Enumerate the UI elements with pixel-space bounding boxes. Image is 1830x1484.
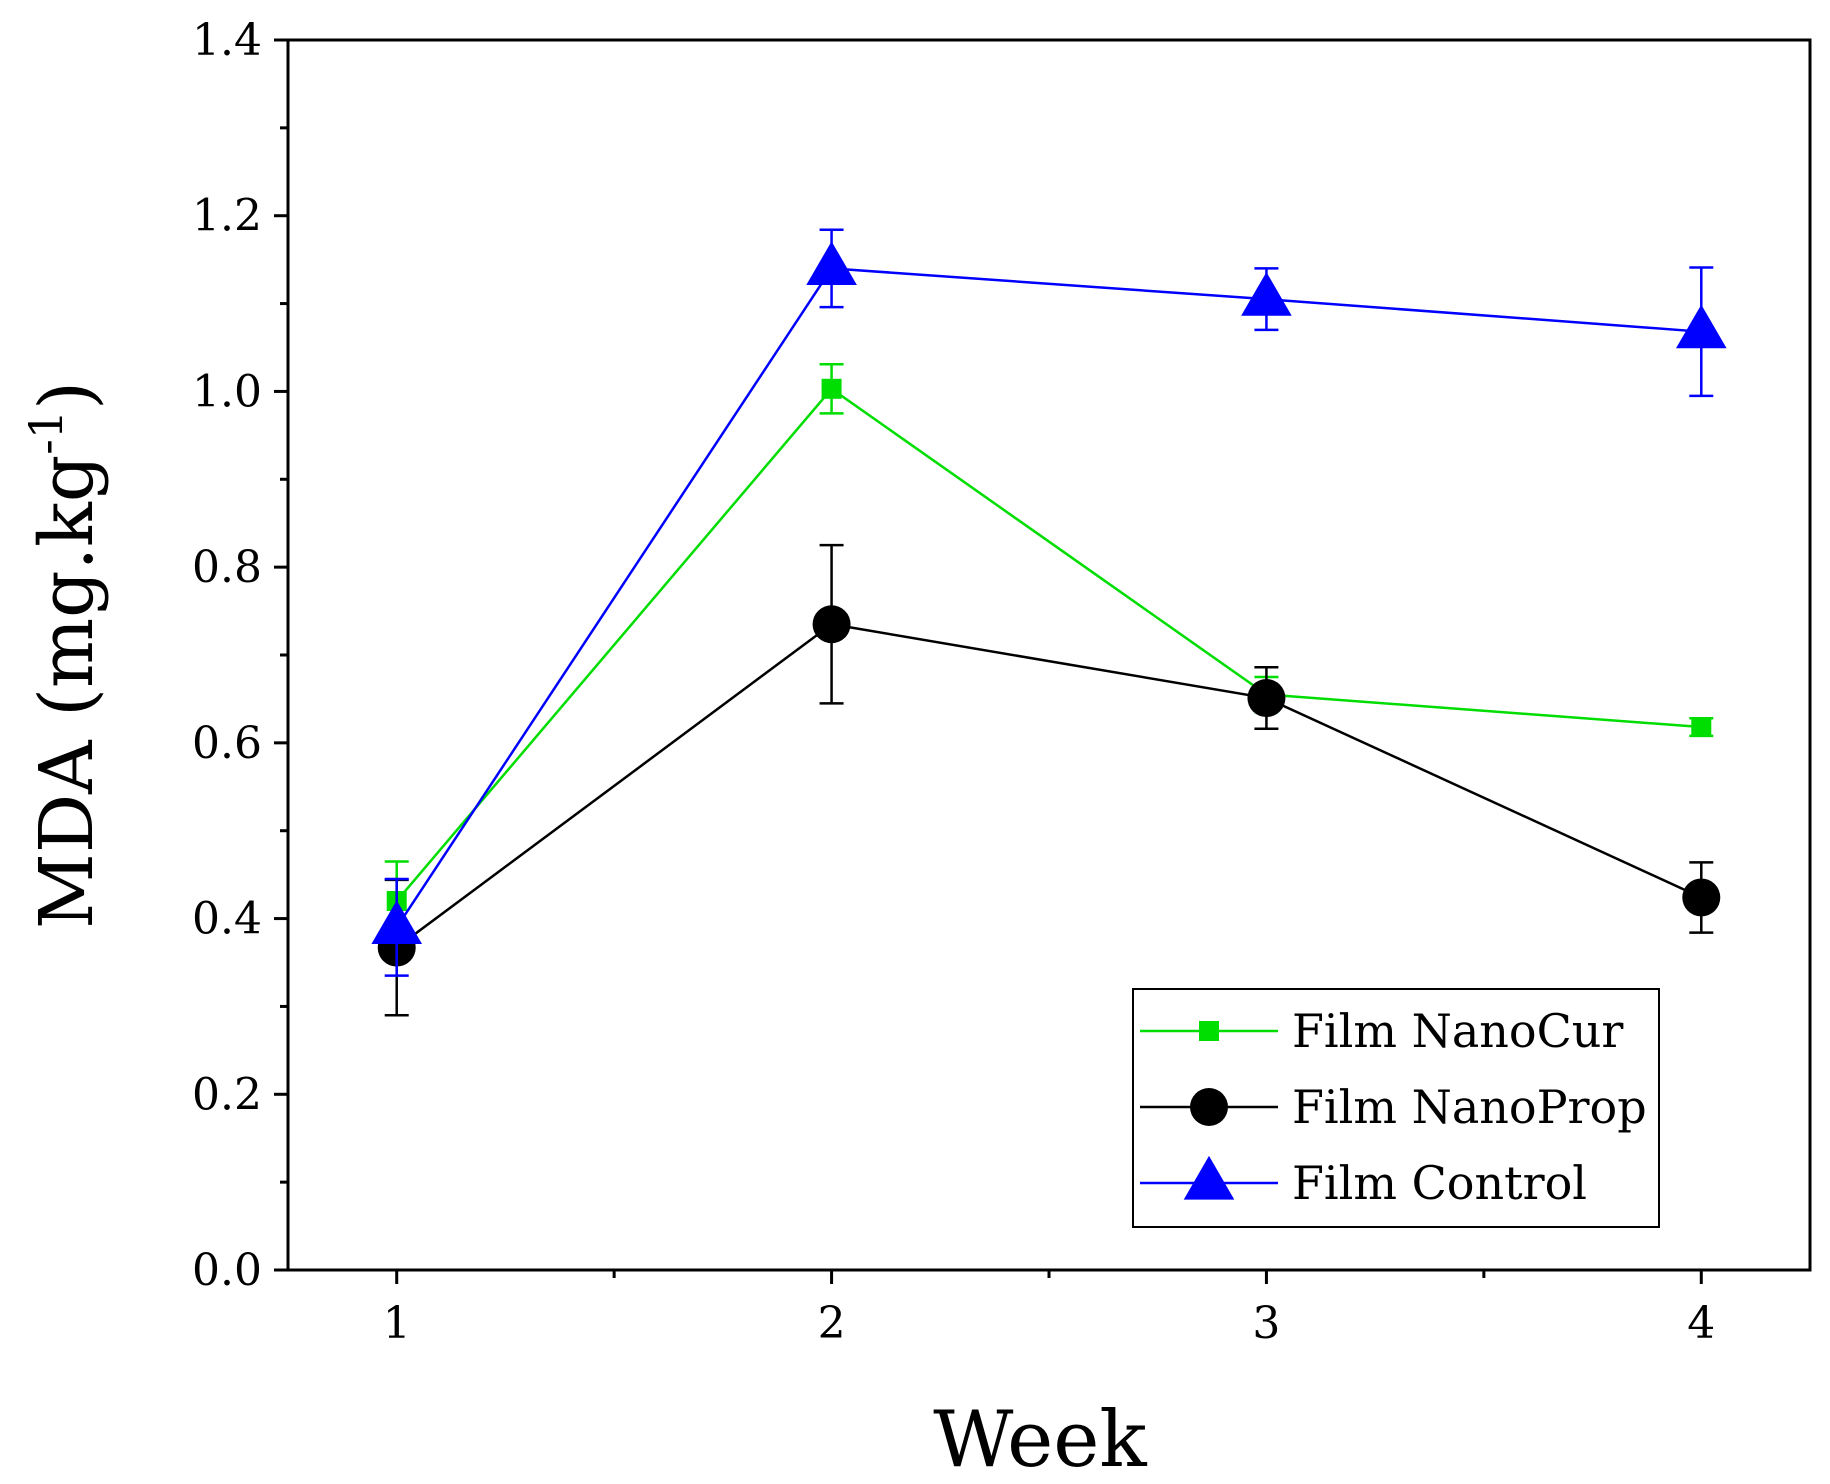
legend-marker <box>1190 1088 1228 1126</box>
series-film-nanocur <box>384 362 1714 942</box>
y-axis-title-sup: -1 <box>19 410 73 455</box>
x-tick-label: 1 <box>383 1298 411 1349</box>
y-tick-label: 0.8 <box>192 542 262 593</box>
legend: Film NanoCur Film NanoProp Film Control <box>1132 988 1660 1228</box>
y-axis: 0.0 0.2 0.4 0.6 0.8 1.0 1.2 1.4 <box>192 15 288 1296</box>
y-tick-label: 1.2 <box>192 191 262 242</box>
x-axis: 1 2 3 4 <box>383 1270 1715 1349</box>
x-tick-label: 4 <box>1687 1298 1715 1349</box>
legend-marker <box>1183 1155 1235 1200</box>
y-tick-label: 0.2 <box>192 1069 262 1120</box>
data-point <box>1247 679 1286 718</box>
series-film-control <box>371 228 1727 977</box>
y-tick-label: 0.4 <box>192 894 262 945</box>
x-tick-label: 2 <box>818 1298 846 1349</box>
legend-item: Film NanoProp <box>1140 1080 1647 1134</box>
x-axis-title: Week <box>933 1395 1147 1484</box>
series-layer <box>371 228 1727 1017</box>
data-point <box>1682 878 1721 917</box>
data-point <box>371 900 423 944</box>
legend-label: Film NanoProp <box>1292 1080 1647 1134</box>
legend-label: Film Control <box>1292 1156 1587 1210</box>
y-tick-label: 1.4 <box>192 15 262 66</box>
series-film-nanoprop <box>377 543 1721 1017</box>
y-axis-title-close: ) <box>24 381 110 410</box>
legend-item: Film Control <box>1140 1155 1587 1210</box>
x-tick-label: 3 <box>1252 1298 1280 1349</box>
y-axis-title: MDA (mg.kg-1) <box>19 381 110 929</box>
legend-item: Film NanoCur <box>1140 1004 1623 1058</box>
legend-label: Film NanoCur <box>1292 1004 1623 1058</box>
y-tick-label: 0.0 <box>192 1245 262 1296</box>
series-line <box>395 387 1702 902</box>
series-line <box>395 622 1702 949</box>
data-point <box>821 378 842 399</box>
series-line <box>395 267 1702 929</box>
y-axis-title-main: MDA (mg.kg <box>24 455 110 929</box>
data-point <box>1691 717 1712 738</box>
data-point <box>1675 304 1727 349</box>
data-point <box>806 241 857 286</box>
data-point <box>1241 272 1292 316</box>
y-tick-label: 0.6 <box>192 718 262 769</box>
y-tick-label: 1.0 <box>192 366 262 417</box>
legend-items: Film NanoCur Film NanoProp Film Control <box>1140 1004 1647 1210</box>
data-point <box>812 605 851 644</box>
legend-marker <box>1199 1021 1219 1041</box>
